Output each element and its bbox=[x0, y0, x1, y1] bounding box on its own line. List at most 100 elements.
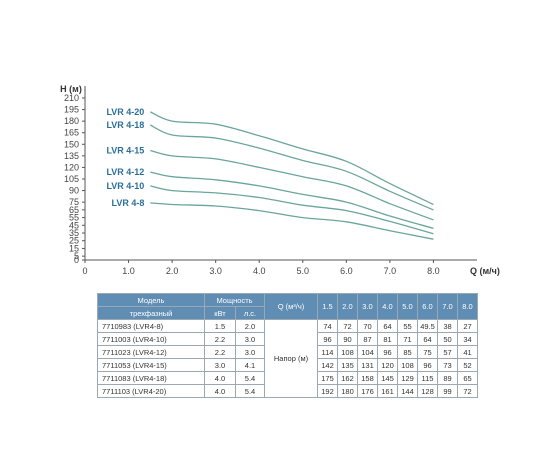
head-cell: 96 bbox=[377, 345, 398, 359]
y-tick-label: 5 bbox=[74, 251, 79, 261]
head-cell: 75 bbox=[417, 345, 438, 359]
header-q: Q (м³/ч) bbox=[264, 293, 318, 320]
header-model: Модель bbox=[97, 293, 205, 307]
x-tick-label: 4.0 bbox=[253, 266, 266, 276]
series-labels: LVR 4-20 LVR 4-18 LVR 4-15 LVR 4-12 LVR 4-10… bbox=[106, 107, 144, 208]
head-cell: 85 bbox=[397, 345, 418, 359]
head-cell: 180 bbox=[337, 384, 358, 398]
series-line bbox=[150, 149, 434, 221]
head-cell: 114 bbox=[317, 345, 338, 359]
hp-cell: 3.0 bbox=[235, 332, 265, 346]
spec-table: Модель Мощность Q (м³/ч) 1.5 2.0 3.0 4.0… bbox=[97, 293, 478, 398]
kw-cell: 4.0 bbox=[204, 371, 236, 385]
x-tick-label: 2.0 bbox=[166, 266, 179, 276]
kw-cell: 2.2 bbox=[204, 332, 236, 346]
y-tick-label: 210 bbox=[64, 93, 79, 103]
head-cell: 144 bbox=[397, 384, 418, 398]
table-row: 7711003 (LVR4-10) 2.2 3.0 96 90 87 81 71… bbox=[97, 332, 478, 346]
header-q-value: 4.0 bbox=[377, 293, 398, 320]
y-tick-label: 45 bbox=[69, 220, 79, 230]
header-kw: кВт bbox=[204, 306, 236, 320]
x-tick-label: 0 bbox=[82, 266, 87, 276]
head-cell: 145 bbox=[377, 371, 398, 385]
kw-cell: 2.2 bbox=[204, 345, 236, 359]
head-cell: 50 bbox=[437, 332, 458, 346]
head-cell: 175 bbox=[317, 371, 338, 385]
hp-cell: 4.1 bbox=[235, 358, 265, 372]
header-hp: л.с. bbox=[235, 306, 265, 320]
hp-cell: 3.0 bbox=[235, 345, 265, 359]
kw-cell: 4.0 bbox=[204, 384, 236, 398]
series-line bbox=[150, 185, 434, 235]
y-tick-label: 75 bbox=[69, 197, 79, 207]
y-tick-label: 105 bbox=[64, 174, 79, 184]
series-lines bbox=[150, 111, 434, 240]
head-cell: 108 bbox=[337, 345, 358, 359]
head-cell: 131 bbox=[357, 358, 378, 372]
x-tick-label: 7.0 bbox=[384, 266, 397, 276]
y-tick-label: 195 bbox=[64, 105, 79, 115]
model-cell: 7711083 (LVR4-18) bbox=[97, 371, 205, 385]
head-cell: 64 bbox=[377, 319, 398, 333]
header-q-value: 2.0 bbox=[337, 293, 358, 320]
series-label: LVR 4-8 bbox=[111, 198, 144, 208]
table-row: 7710983 (LVR4-8) 1.5 2.0 Напор (м) 74 72… bbox=[97, 319, 478, 398]
head-cell: 65 bbox=[457, 371, 478, 385]
x-axis-title: Q (м/ч) bbox=[470, 266, 500, 276]
head-cell: 81 bbox=[377, 332, 398, 346]
header-q-value: 1.5 bbox=[317, 293, 338, 320]
head-cell: 99 bbox=[437, 384, 458, 398]
head-cell: 135 bbox=[337, 358, 358, 372]
y-tick-label: 65 bbox=[69, 205, 79, 215]
head-cell: 115 bbox=[417, 371, 438, 385]
y-tick-label: 180 bbox=[64, 116, 79, 126]
head-cell: 104 bbox=[357, 345, 378, 359]
head-cell: 161 bbox=[377, 384, 398, 398]
hp-cell: 5.4 bbox=[235, 371, 265, 385]
y-tick-label: 135 bbox=[64, 151, 79, 161]
y-tick-label: 165 bbox=[64, 128, 79, 138]
head-cell: 120 bbox=[377, 358, 398, 372]
x-tick-label: 3.0 bbox=[209, 266, 222, 276]
header-model-sub: трехфазный bbox=[97, 306, 205, 320]
kw-cell: 1.5 bbox=[204, 319, 236, 333]
model-cell: 7711023 (LVR4-12) bbox=[97, 345, 205, 359]
y-tick-label: 90 bbox=[69, 186, 79, 196]
head-cell: 128 bbox=[417, 384, 438, 398]
head-cell: 49.5 bbox=[417, 319, 438, 333]
y-tick-label: 15 bbox=[69, 243, 79, 253]
header-q-value: 7.0 bbox=[437, 293, 458, 320]
head-cell: 87 bbox=[357, 332, 378, 346]
series-line bbox=[150, 202, 434, 240]
head-cell: 192 bbox=[317, 384, 338, 398]
head-cell: 176 bbox=[357, 384, 378, 398]
model-cell: 7711053 (LVR4-15) bbox=[97, 358, 205, 372]
head-cell: 162 bbox=[337, 371, 358, 385]
y-axis-title: H (м) bbox=[60, 84, 82, 94]
head-cell: 129 bbox=[397, 371, 418, 385]
model-cell: 7711003 (LVR4-10) bbox=[97, 332, 205, 346]
series-label: LVR 4-10 bbox=[106, 181, 144, 191]
head-cell: 73 bbox=[437, 358, 458, 372]
head-cell: 142 bbox=[317, 358, 338, 372]
series-line bbox=[150, 124, 434, 211]
y-tick-label: 150 bbox=[64, 139, 79, 149]
head-cell: 96 bbox=[417, 358, 438, 372]
head-cell: 52 bbox=[457, 358, 478, 372]
kw-cell: 3.0 bbox=[204, 358, 236, 372]
header-q-value: 8.0 bbox=[457, 293, 478, 320]
series-line bbox=[150, 111, 434, 206]
table-row: 7711103 (LVR4-20) 4.0 5.4 192 180 176 16… bbox=[97, 384, 478, 398]
x-tick-label: 6.0 bbox=[340, 266, 353, 276]
series-label: LVR 4-15 bbox=[106, 145, 144, 155]
y-tick-label: 55 bbox=[69, 213, 79, 223]
head-cell: 74 bbox=[317, 319, 338, 333]
head-cell: 27 bbox=[457, 319, 478, 333]
head-cell: 89 bbox=[437, 371, 458, 385]
x-tick-label: 8.0 bbox=[427, 266, 440, 276]
head-cell: 71 bbox=[397, 332, 418, 346]
series-label: LVR 4-20 bbox=[106, 107, 144, 117]
head-cell: 38 bbox=[437, 319, 458, 333]
